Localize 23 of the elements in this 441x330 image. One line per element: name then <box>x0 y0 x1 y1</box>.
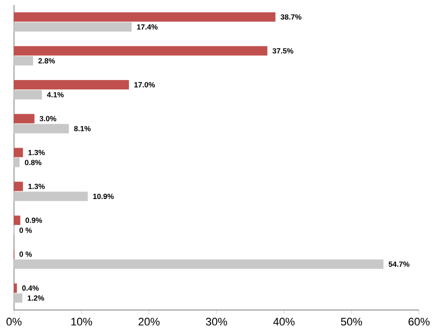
bar <box>14 46 268 56</box>
x-tick-label: 40% <box>273 318 295 326</box>
bar <box>14 259 384 269</box>
bar <box>14 192 88 202</box>
bar <box>14 293 22 303</box>
bar <box>14 148 23 158</box>
bar <box>14 158 20 168</box>
x-tick-label: 60% <box>408 318 430 326</box>
x-tick-label: 10% <box>71 318 92 326</box>
x-tick-label: 50% <box>340 318 362 326</box>
bar <box>14 90 42 100</box>
bar <box>14 114 34 124</box>
x-tick-label: 0% <box>6 318 22 326</box>
bar <box>14 124 69 134</box>
bar <box>14 56 34 66</box>
bar <box>14 80 129 90</box>
x-tick-label: 30% <box>206 318 228 326</box>
bar <box>14 216 20 225</box>
bar <box>14 12 276 22</box>
x-tick-label: 20% <box>138 318 160 326</box>
bar <box>14 22 132 32</box>
bar <box>14 283 17 293</box>
bar <box>14 182 23 192</box>
